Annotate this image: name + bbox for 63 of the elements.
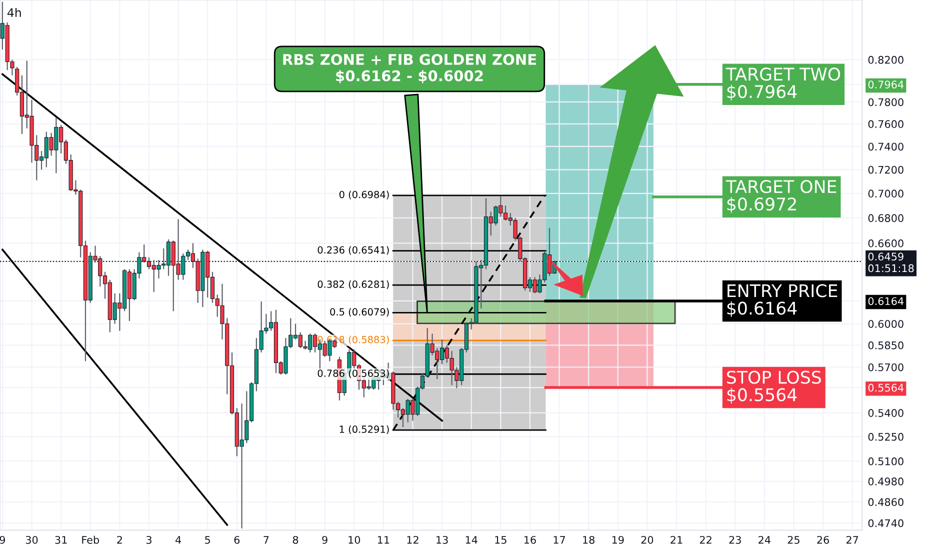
y-tick-label: 0.6000: [868, 320, 904, 328]
y-tick-label: 0.6459 01:51:18: [868, 252, 914, 272]
x-tick-label: 21: [670, 536, 682, 544]
x-tick-label: 24: [758, 536, 770, 544]
x-tick-label: 16: [524, 536, 536, 544]
y-tick-label: 0.7600: [868, 120, 904, 128]
ref-line-label: 0.382 (0.6281): [318, 280, 389, 290]
y-tick-label: 0.4980: [868, 478, 904, 486]
y-tick-label: 0.5250: [868, 432, 904, 441]
ref-line-label: TARGET ONE $0.6972: [726, 180, 836, 213]
y-tick-label: 0.5850: [868, 341, 904, 350]
x-tick-label: 18: [583, 536, 594, 544]
x-tick-label: 23: [729, 536, 741, 544]
ref-line-label: 1 (0.5291): [340, 425, 389, 434]
y-tick-label: 0.5564: [868, 384, 904, 392]
y-tick-label: 0.5700: [868, 363, 904, 372]
y-tick-label: 0.6164: [868, 297, 904, 306]
ref-line-label: 0.5 (0.6079): [330, 308, 389, 317]
ref-line-label: 0 (0.6984): [339, 190, 389, 200]
y-tick-label: 0.5100: [868, 457, 904, 466]
x-tick-label: 15: [495, 536, 506, 544]
text: 4h: [7, 8, 21, 17]
y-tick-label: 0.4860: [868, 498, 904, 506]
x-tick-label: 17: [554, 536, 566, 544]
ref-line-label: TARGET TWO $0.7964: [726, 68, 840, 100]
x-tick-label: 6: [234, 536, 240, 544]
x-tick-label: Feb: [82, 536, 100, 544]
ref-line-label: 0.786 (0.5653): [318, 369, 389, 378]
ref-line-label: STOP LOSS $0.5564: [727, 370, 821, 404]
y-tick-label: 0.7964: [868, 80, 904, 88]
x-tick-label: 14: [466, 536, 478, 544]
x-tick-label: 2: [117, 536, 122, 544]
x-tick-label: 20: [641, 536, 654, 544]
y-tick-label: 0.6800: [868, 214, 904, 222]
y-tick-label: 0.8200: [868, 56, 904, 64]
y-tick-label: 0.5400: [868, 409, 904, 417]
x-tick-label: 11: [378, 536, 390, 544]
y-tick-label: 0.7800: [868, 98, 904, 106]
y-tick-label: 0.6600: [868, 239, 904, 248]
x-tick-label: 3: [146, 536, 152, 544]
x-tick-label: 7: [264, 536, 269, 544]
x-tick-label: 9: [322, 536, 328, 544]
x-tick-label: 9: [0, 536, 6, 544]
x-tick-label: 22: [700, 536, 712, 544]
x-tick-label: 4: [175, 536, 182, 544]
x-tick-label: 25: [788, 536, 800, 544]
x-tick-label: 13: [436, 536, 448, 544]
x-tick-label: 19: [612, 536, 624, 544]
ref-line-label: ENTRY PRICE $0.6164: [727, 284, 838, 318]
x-tick-label: 26: [817, 536, 829, 544]
y-tick-label: 0.4740: [868, 519, 904, 528]
y-tick-label: 0.7000: [868, 190, 904, 198]
annotation: RBS ZONE + FIB GOLDEN ZONE $0.6162 - $0.6002: [283, 54, 536, 84]
y-tick-label: 0.7200: [868, 166, 904, 174]
y-tick-label: 0.7400: [868, 142, 904, 151]
x-tick-label: 5: [205, 536, 210, 544]
x-tick-label: 12: [407, 536, 418, 544]
x-tick-label: 27: [846, 536, 858, 544]
x-tick-label: 31: [55, 536, 67, 544]
ref-line-label: 0.236 (0.6541): [318, 246, 389, 255]
x-tick-label: 30: [26, 536, 38, 544]
x-tick-label: 10: [348, 536, 360, 544]
x-tick-label: 8: [292, 536, 298, 544]
